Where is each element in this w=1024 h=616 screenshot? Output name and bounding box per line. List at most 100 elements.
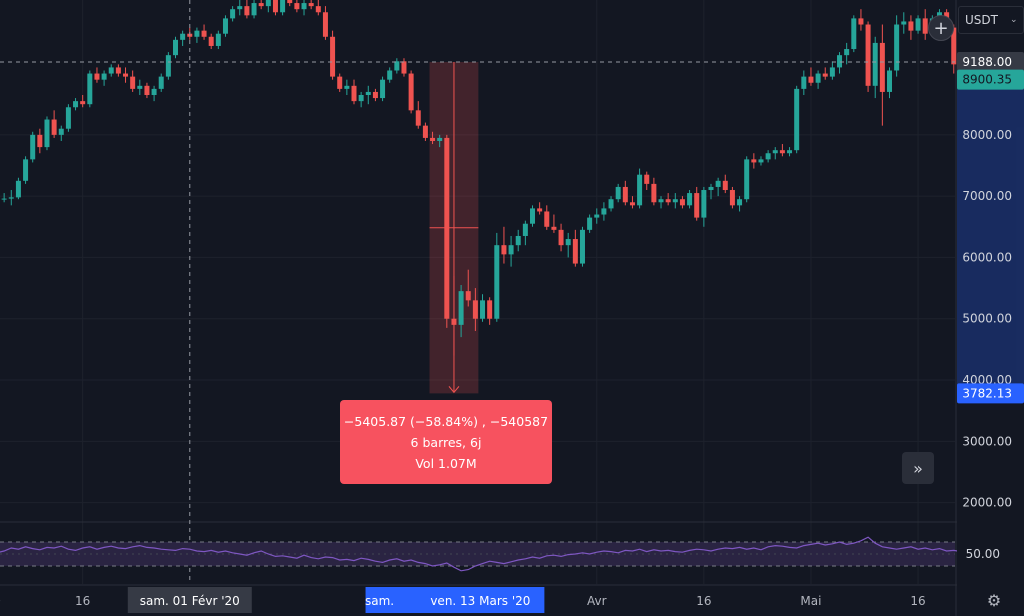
candle bbox=[808, 67, 814, 86]
scroll-to-realtime-button[interactable]: » bbox=[902, 452, 934, 484]
candle bbox=[265, 0, 271, 13]
candle-body bbox=[451, 318, 457, 325]
candle bbox=[801, 70, 807, 96]
price-tags: 9188.00 8900.35 3782.13 bbox=[957, 52, 1024, 404]
plus-circle-icon: + bbox=[933, 17, 949, 39]
candle-body bbox=[80, 101, 86, 105]
candle-body bbox=[637, 174, 643, 206]
candle bbox=[501, 226, 507, 264]
candle-body bbox=[587, 217, 593, 230]
candle-body bbox=[787, 150, 793, 154]
time-axis[interactable]: 0 16 Avr 16 Mai 16 sam. 01 Févr '20 sam. ven. 13… bbox=[0, 587, 926, 613]
candle bbox=[472, 288, 478, 331]
candle bbox=[201, 24, 207, 40]
candle bbox=[601, 202, 607, 221]
candle bbox=[73, 98, 79, 111]
measure-change-text: −5405.87 (−58.84%) , −540587 bbox=[343, 413, 549, 429]
candle-body bbox=[180, 33, 186, 40]
candle bbox=[301, 0, 307, 16]
candle-body bbox=[251, 3, 257, 16]
candle-body bbox=[265, 0, 271, 7]
candle bbox=[387, 67, 393, 83]
candle-body bbox=[908, 21, 914, 31]
candle-body bbox=[608, 199, 614, 209]
candle-body bbox=[472, 300, 478, 319]
crosshair bbox=[0, 0, 955, 584]
price-tick-label: 6000.00 bbox=[962, 250, 1012, 264]
candle-body bbox=[108, 67, 114, 74]
candle-body bbox=[73, 101, 79, 108]
candle bbox=[779, 144, 785, 157]
candle-body bbox=[315, 6, 321, 13]
rsi-band bbox=[0, 542, 955, 566]
candle-body bbox=[744, 159, 750, 200]
candle bbox=[237, 0, 243, 16]
price-tick-label: 3000.00 bbox=[962, 434, 1012, 448]
candle-body bbox=[715, 180, 721, 187]
candle bbox=[37, 128, 43, 154]
candle-body bbox=[123, 73, 129, 77]
candle-body bbox=[794, 88, 800, 151]
candle-body bbox=[215, 33, 221, 46]
candle-body bbox=[337, 76, 343, 89]
candle bbox=[358, 91, 364, 108]
candle bbox=[651, 177, 657, 206]
candle bbox=[901, 12, 907, 34]
candle-body bbox=[651, 183, 657, 203]
candle bbox=[879, 24, 885, 126]
candle-body bbox=[23, 159, 29, 181]
candle-body bbox=[272, 0, 278, 13]
price-tick-label: 2000.00 bbox=[962, 496, 1012, 510]
candle bbox=[672, 193, 678, 209]
candle-body bbox=[422, 125, 428, 138]
candle-body bbox=[765, 153, 771, 160]
crosshair-date-label: sam. 01 Févr '20 bbox=[140, 594, 240, 608]
candle-body bbox=[130, 76, 136, 89]
rsi-pane bbox=[0, 536, 990, 572]
candle-body bbox=[801, 76, 807, 89]
candle-body bbox=[94, 73, 100, 80]
candle bbox=[437, 134, 443, 148]
candle-body bbox=[37, 134, 43, 148]
candle bbox=[408, 70, 414, 114]
candle bbox=[587, 214, 593, 233]
measure-arrow-icon bbox=[448, 386, 460, 394]
time-tick-label: 0 bbox=[0, 594, 1, 608]
add-plus-button[interactable]: + bbox=[928, 15, 954, 41]
candle-body bbox=[430, 137, 436, 141]
candle-body bbox=[658, 199, 664, 203]
candle-body bbox=[758, 159, 764, 163]
candle bbox=[123, 67, 129, 83]
candle bbox=[579, 226, 585, 267]
candle-body bbox=[44, 119, 50, 148]
candle bbox=[872, 36, 878, 99]
candle-body bbox=[515, 235, 521, 246]
candle bbox=[815, 70, 821, 89]
candle-body bbox=[158, 76, 164, 89]
candle bbox=[922, 9, 928, 40]
candle-body bbox=[808, 76, 814, 83]
candle bbox=[258, 0, 264, 10]
candle-body bbox=[851, 18, 857, 50]
candle bbox=[94, 67, 100, 83]
candle-body bbox=[694, 193, 700, 218]
currency-selector[interactable]: USDT ⌄ bbox=[958, 6, 1024, 34]
candle bbox=[344, 79, 350, 96]
candle-body bbox=[915, 18, 921, 31]
chart-settings-button[interactable]: ⚙ bbox=[982, 588, 1006, 612]
candle bbox=[558, 223, 564, 252]
candle-body bbox=[894, 24, 900, 71]
candle-body bbox=[15, 180, 21, 198]
candle bbox=[551, 214, 557, 233]
price-tick-label: 7000.00 bbox=[962, 189, 1012, 203]
candle bbox=[422, 122, 428, 141]
price-axis[interactable]: 2000.003000.004000.005000.006000.007000.… bbox=[957, 0, 1024, 616]
candle bbox=[951, 24, 957, 74]
candle bbox=[58, 125, 64, 141]
candle bbox=[915, 15, 921, 34]
price-axis-range-highlight bbox=[957, 62, 1024, 394]
candle bbox=[415, 101, 421, 129]
candle-body bbox=[537, 208, 543, 212]
time-tick-label: 16 bbox=[696, 594, 711, 608]
